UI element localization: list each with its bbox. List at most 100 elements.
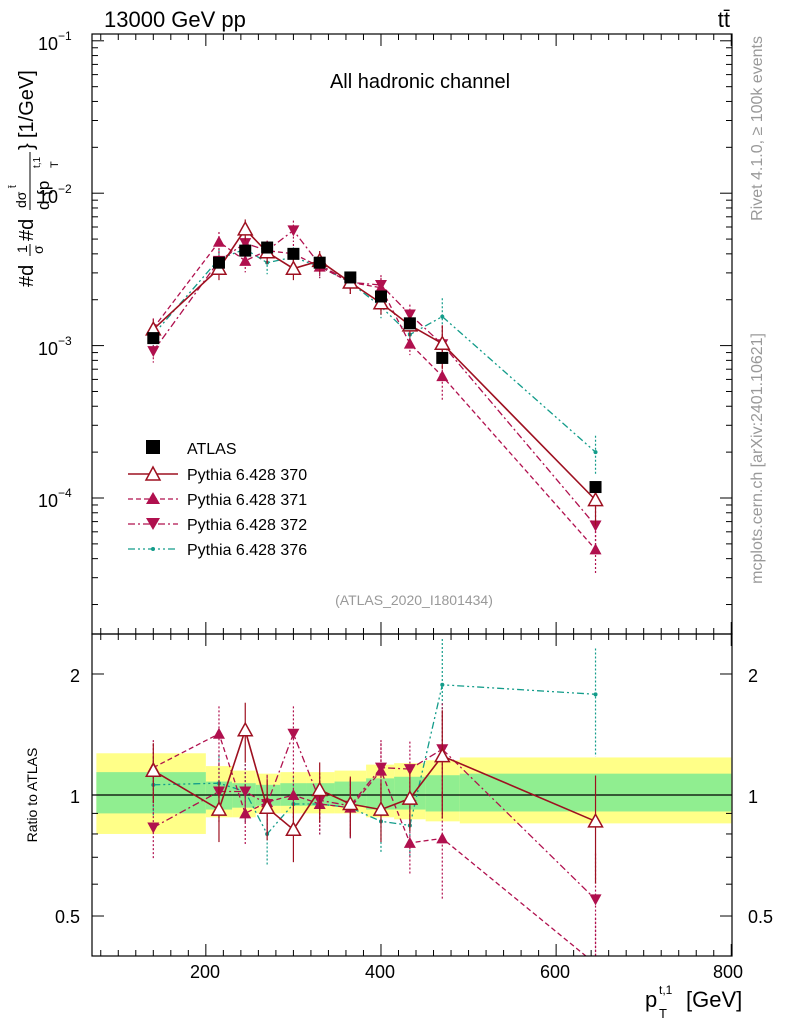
main-point-pythia-6-428-372 bbox=[147, 346, 160, 358]
main-line-pythia-6-428-376 bbox=[152, 248, 596, 453]
legend-marker-372 bbox=[146, 518, 160, 530]
main-panel-marks bbox=[145, 219, 604, 575]
ratio-point-pythia-6-428-370 bbox=[210, 801, 228, 816]
svg-text:dσ: dσ bbox=[13, 191, 29, 208]
svg-text:}: } bbox=[16, 143, 38, 150]
ratio-point-pythia-6-428-370 bbox=[258, 799, 276, 815]
main-point-pythia-6-428-376 bbox=[593, 450, 598, 455]
ratio-point-pythia-6-428-371 bbox=[403, 836, 416, 848]
ratio-point-pythia-6-428-376 bbox=[440, 682, 445, 687]
mcplots-label: mcplots.cern.ch [arXiv:2401.10621] bbox=[749, 333, 766, 584]
ratio-clipped-marks bbox=[145, 638, 604, 956]
svg-text:t,1: t,1 bbox=[32, 156, 43, 168]
ratio-point-pythia-6-428-371 bbox=[212, 727, 225, 739]
svg-text:−3: −3 bbox=[58, 334, 72, 348]
ratio-ytick-label-1: 1 bbox=[70, 787, 80, 807]
main-point-pythia-6-428-371 bbox=[403, 337, 416, 349]
channel-title: All hadronic channel bbox=[330, 71, 510, 93]
main-point-pythia-6-428-371 bbox=[374, 281, 387, 293]
main-point-atlas bbox=[239, 244, 252, 257]
ratio-ytick-label-right-2: 2 bbox=[748, 666, 758, 686]
main-point-pythia-6-428-371 bbox=[436, 370, 449, 382]
main-point-pythia-6-428-370 bbox=[587, 491, 604, 507]
main-point-atlas bbox=[287, 247, 300, 260]
main-point-pythia-6-428-370 bbox=[285, 260, 302, 275]
svg-text:−1: −1 bbox=[58, 29, 72, 43]
legend: ATLAS Pythia 6.428 370 Pythia 6.428 371 … bbox=[128, 440, 307, 559]
svg-text:t̄: t̄ bbox=[7, 185, 19, 189]
main-point-atlas bbox=[403, 317, 416, 330]
svg-text:t,1: t,1 bbox=[659, 983, 673, 997]
legend-label-371: Pythia 6.428 371 bbox=[187, 492, 307, 509]
legend-label-372: Pythia 6.428 372 bbox=[187, 517, 307, 534]
ratio-ytick-label-right-1: 1 bbox=[748, 787, 758, 807]
legend-marker-371 bbox=[146, 492, 160, 504]
ratio-point-pythia-6-428-371 bbox=[436, 832, 449, 844]
main-point-pythia-6-428-372 bbox=[403, 309, 416, 321]
legend-label-370: Pythia 6.428 370 bbox=[187, 467, 307, 484]
ratio-point-pythia-6-428-370 bbox=[311, 781, 328, 797]
main-point-pythia-6-428-371 bbox=[212, 235, 225, 247]
main-point-atlas bbox=[261, 241, 274, 254]
ratio-panel-marks bbox=[145, 638, 604, 956]
ratio-ytick-label-0: 0.5 bbox=[55, 907, 80, 927]
ratio-point-pythia-6-428-372 bbox=[287, 728, 300, 740]
xlabel: p T t,1 [GeV] bbox=[645, 983, 742, 1021]
main-point-atlas bbox=[436, 351, 449, 364]
main-point-pythia-6-428-376 bbox=[440, 314, 445, 319]
svg-text:p: p bbox=[645, 987, 657, 1012]
main-point-atlas bbox=[589, 481, 602, 494]
ratio-point-pythia-6-428-370 bbox=[236, 721, 254, 737]
svg-text:σ: σ bbox=[30, 245, 46, 254]
ratio-point-pythia-6-428-370 bbox=[587, 812, 604, 828]
svg-text:d {p: d {p bbox=[34, 181, 53, 210]
legend-label-atlas: ATLAS bbox=[187, 441, 237, 458]
svg-text:10: 10 bbox=[38, 34, 58, 54]
ratio-line-pythia-6-428-371 bbox=[153, 732, 587, 956]
xtick-label-600: 600 bbox=[540, 962, 570, 982]
svg-text:[GeV]: [GeV] bbox=[686, 987, 742, 1012]
main-point-atlas bbox=[313, 256, 326, 269]
main-ytick-label-3: 10 −4 bbox=[38, 486, 72, 511]
legend-marker-370 bbox=[144, 465, 162, 481]
legend-label-376: Pythia 6.428 376 bbox=[187, 542, 307, 559]
ratio-point-pythia-6-428-376 bbox=[593, 692, 598, 697]
ratio-point-pythia-6-428-370 bbox=[372, 801, 390, 816]
xtick-label-200: 200 bbox=[190, 962, 220, 982]
main-point-atlas bbox=[212, 256, 225, 269]
svg-text:10: 10 bbox=[38, 491, 58, 511]
main-point-pythia-6-428-372 bbox=[589, 520, 602, 532]
main-ytick-label-0: 10 −1 bbox=[38, 29, 72, 54]
ratio-point-pythia-6-428-372 bbox=[239, 786, 252, 798]
beam-energy-title: 13000 GeV pp bbox=[104, 7, 246, 32]
ratio-ytick-label-right-0: 0.5 bbox=[748, 907, 773, 927]
xtick-label-800: 800 bbox=[713, 962, 743, 982]
svg-text:−4: −4 bbox=[58, 486, 72, 500]
main-point-atlas bbox=[344, 271, 357, 284]
main-point-pythia-6-428-372 bbox=[239, 238, 252, 250]
main-ylabel: #d 1 σ #d dσ t̄ d {p T t,1 } [1/GeV] bbox=[7, 70, 61, 287]
ratio-axis-ticks bbox=[92, 634, 732, 956]
main-point-pythia-6-428-370 bbox=[434, 335, 451, 350]
svg-text:T: T bbox=[49, 161, 61, 168]
svg-text:#d: #d bbox=[16, 265, 38, 287]
ratio-band-inner-0 bbox=[96, 772, 206, 814]
svg-text:−2: −2 bbox=[58, 182, 72, 196]
legend-marker-376 bbox=[151, 547, 155, 551]
main-ytick-label-1: 10 −2 bbox=[38, 182, 72, 207]
svg-text:#d: #d bbox=[16, 219, 38, 241]
main-ytick-label-2: 10 −3 bbox=[38, 334, 72, 359]
ratio-point-pythia-6-428-371 bbox=[287, 789, 300, 800]
svg-text:[1/GeV]: [1/GeV] bbox=[16, 70, 38, 138]
ratio-point-pythia-6-428-372 bbox=[403, 764, 416, 776]
main-point-pythia-6-428-372 bbox=[287, 225, 300, 237]
main-point-pythia-6-428-370 bbox=[236, 220, 254, 236]
main-point-atlas bbox=[374, 290, 387, 303]
ratio-point-pythia-6-428-370 bbox=[401, 789, 419, 805]
ratio-point-pythia-6-428-370 bbox=[434, 747, 451, 763]
xtick-label-400: 400 bbox=[365, 962, 395, 982]
ratio-point-pythia-6-428-372 bbox=[147, 822, 160, 834]
ratio-point-pythia-6-428-370 bbox=[342, 795, 359, 811]
svg-text:T: T bbox=[659, 1006, 667, 1021]
